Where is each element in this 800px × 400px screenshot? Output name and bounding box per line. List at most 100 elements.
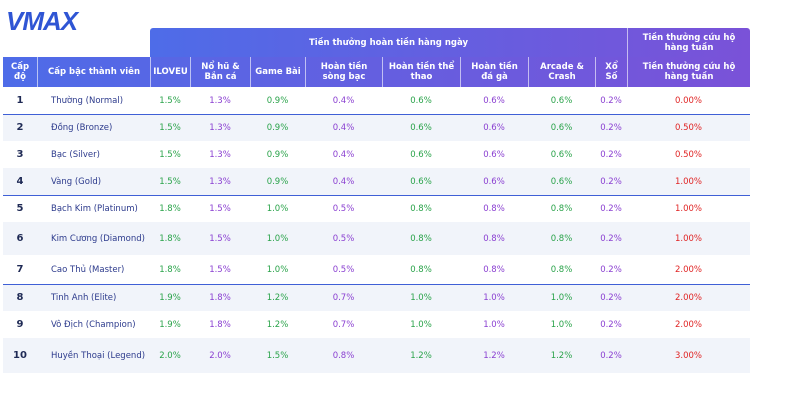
rate: 0.6% — [410, 176, 432, 187]
row-bg — [3, 311, 750, 338]
tier-name: Kim Cương (Diamond) — [51, 233, 145, 244]
rate: 0.2% — [600, 233, 622, 244]
rate: 0.6% — [550, 122, 573, 133]
rate: 0.6% — [550, 176, 573, 187]
rate: 1.9% — [159, 319, 181, 330]
rate: 0.00% — [674, 95, 702, 106]
rate: 0.2% — [600, 176, 622, 187]
rate: 0.2% — [600, 319, 622, 330]
rate: 1.5% — [159, 176, 181, 187]
column-header: Hoàn tiền thể thao — [382, 57, 460, 87]
rate: 0.6% — [483, 149, 505, 160]
rate: 0.4% — [332, 176, 355, 187]
rate: 3.00% — [674, 350, 702, 361]
rate: 2.00% — [674, 319, 702, 330]
column-header: Cấp bậc thành viên — [37, 57, 150, 87]
rate: 0.2% — [600, 350, 622, 361]
column-header: Arcade & Crash — [528, 57, 595, 87]
rate: 1.00% — [674, 203, 702, 214]
row-bg — [3, 114, 750, 141]
rate: 0.6% — [550, 149, 573, 160]
rate: 1.3% — [209, 95, 231, 106]
rate: 0.5% — [332, 203, 355, 214]
rate: 0.9% — [266, 176, 289, 187]
rate: 1.5% — [266, 350, 289, 361]
rate: 1.8% — [209, 319, 231, 330]
rate: 1.9% — [159, 292, 181, 303]
rate: 0.4% — [332, 95, 355, 106]
rate: 1.0% — [266, 233, 289, 244]
tier-name: Huyền Thoại (Legend) — [51, 350, 146, 361]
rate: 1.00% — [674, 233, 702, 244]
rate: 0.8% — [410, 264, 432, 275]
level: 7 — [16, 263, 24, 275]
header-bg-top — [150, 28, 750, 57]
rate: 1.0% — [266, 203, 289, 214]
rate: 2.00% — [674, 264, 702, 275]
rate: 0.5% — [332, 233, 355, 244]
column-header: Hoàn tiền đá gà — [460, 57, 528, 87]
rate: 0.2% — [600, 203, 622, 214]
column-header: Cấp độ — [10, 62, 30, 82]
level: 9 — [16, 318, 24, 330]
rate: 0.7% — [332, 292, 355, 303]
rate: 0.7% — [332, 319, 355, 330]
rate: 0.8% — [410, 203, 432, 214]
level: 6 — [16, 232, 24, 244]
rate: 1.5% — [209, 233, 231, 244]
rate: 0.8% — [410, 233, 432, 244]
rate: 1.0% — [550, 319, 573, 330]
rate: 2.0% — [159, 350, 181, 361]
tier-name: Bạc (Silver) — [51, 149, 100, 160]
rate: 0.2% — [600, 264, 622, 275]
level: 4 — [16, 175, 24, 187]
rate: 1.2% — [266, 292, 289, 303]
rate: 1.3% — [209, 122, 231, 133]
rate: 1.0% — [483, 292, 505, 303]
row-bg — [3, 284, 750, 311]
tier-name: Cao Thủ (Master) — [51, 264, 125, 275]
rate: 0.6% — [410, 122, 432, 133]
column-header: Game Bài — [250, 57, 305, 87]
rate: 0.8% — [332, 350, 355, 361]
rate: 1.5% — [159, 149, 181, 160]
level: 3 — [16, 148, 24, 160]
rate: 0.2% — [600, 95, 622, 106]
rate: 0.8% — [550, 233, 573, 244]
tier-name: Thường (Normal) — [51, 95, 124, 106]
rate: 1.5% — [159, 122, 181, 133]
rate: 0.2% — [600, 149, 622, 160]
rate: 0.8% — [483, 203, 505, 214]
tier-name: Đồng (Bronze) — [51, 122, 113, 133]
rate: 0.6% — [410, 95, 432, 106]
rate: 0.8% — [483, 233, 505, 244]
rate: 0.4% — [332, 149, 355, 160]
rate: 0.6% — [410, 149, 432, 160]
rate: 1.2% — [266, 319, 289, 330]
rate: 0.8% — [550, 264, 573, 275]
rate: 0.2% — [600, 292, 622, 303]
group-daily: Tiền thưởng hoàn tiền hàng ngày — [308, 37, 468, 48]
rate: 1.0% — [483, 319, 505, 330]
row-bg — [3, 222, 750, 255]
rate: 0.9% — [266, 122, 289, 133]
rate: 0.9% — [266, 95, 289, 106]
group-weekly: Tiền thưởng cứu hộ hàng tuần — [627, 28, 750, 57]
column-header: Hoàn tiền sòng bạc — [305, 57, 382, 87]
row-bg — [3, 255, 750, 284]
row-bg — [3, 141, 750, 168]
column-header: ILOVEU — [150, 57, 190, 87]
rate: 1.5% — [159, 95, 181, 106]
rate: 0.6% — [483, 122, 505, 133]
rate: 1.3% — [209, 149, 231, 160]
rate: 0.6% — [483, 95, 505, 106]
level: 2 — [16, 121, 24, 133]
rate: 1.2% — [550, 350, 573, 361]
logo: VMAX — [6, 6, 78, 36]
rate: 1.8% — [159, 264, 181, 275]
rate: 1.0% — [550, 292, 573, 303]
row-bg — [3, 195, 750, 222]
tier-name: Bạch Kim (Platinum) — [51, 203, 138, 214]
column-header: Tiền thưởng cứu hộ hàng tuần — [627, 57, 750, 87]
rate: 2.0% — [209, 350, 231, 361]
